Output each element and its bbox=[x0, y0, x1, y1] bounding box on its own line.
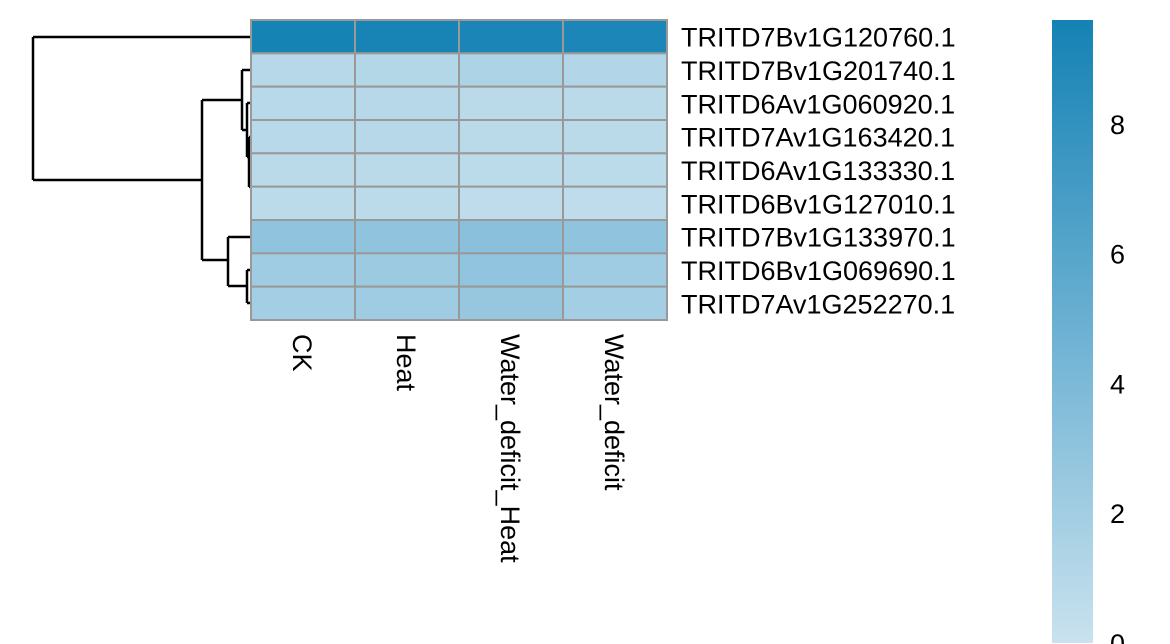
cell bbox=[562, 19, 668, 55]
row-label: TRITD6Av1G060920.1 bbox=[681, 89, 955, 119]
colorbar bbox=[1052, 20, 1093, 643]
cell bbox=[562, 52, 668, 88]
cell bbox=[354, 19, 460, 55]
column-label: Water_deficit bbox=[599, 334, 629, 491]
cell bbox=[562, 252, 668, 288]
cell bbox=[250, 285, 356, 321]
cell bbox=[354, 285, 460, 321]
colorbar-label: 4 bbox=[1110, 369, 1125, 399]
cell bbox=[250, 119, 356, 155]
dendrogram bbox=[31, 35, 251, 305]
cell bbox=[250, 52, 356, 88]
cell bbox=[250, 85, 356, 121]
cell bbox=[250, 185, 356, 222]
cell bbox=[458, 19, 564, 55]
row-label: TRITD6Av1G133330.1 bbox=[681, 156, 955, 186]
row-label: TRITD7Bv1G133970.1 bbox=[681, 223, 956, 253]
column-label: CK bbox=[287, 334, 317, 372]
cell bbox=[458, 52, 564, 88]
column-label: Heat bbox=[391, 334, 421, 392]
column-label: Water_deficit_Heat bbox=[495, 334, 525, 563]
cell bbox=[562, 219, 668, 255]
cell bbox=[562, 152, 668, 188]
row-label: TRITD6Bv1G069690.1 bbox=[681, 256, 956, 286]
cell bbox=[458, 119, 564, 155]
cell bbox=[354, 252, 460, 288]
cell bbox=[458, 85, 564, 121]
cell bbox=[354, 119, 460, 155]
colorbar-label: 0 bbox=[1110, 629, 1125, 644]
cell bbox=[458, 152, 564, 188]
cell bbox=[458, 252, 564, 288]
cell bbox=[562, 85, 668, 121]
row-label: TRITD7Av1G252270.1 bbox=[681, 289, 955, 319]
cell bbox=[250, 19, 356, 55]
cell bbox=[354, 219, 460, 255]
colorbar-label: 2 bbox=[1110, 499, 1125, 529]
cell bbox=[458, 285, 564, 321]
row-label: TRITD7Av1G163420.1 bbox=[681, 123, 955, 153]
row-label: TRITD7Bv1G201740.1 bbox=[681, 56, 956, 86]
colorbar-label: 8 bbox=[1110, 110, 1125, 140]
row-label: TRITD7Bv1G120760.1 bbox=[681, 23, 956, 53]
row-label: TRITD6Bv1G127010.1 bbox=[681, 189, 956, 219]
cell bbox=[458, 219, 564, 255]
colorbar-label: 6 bbox=[1110, 240, 1125, 270]
cell bbox=[562, 119, 668, 155]
cell bbox=[354, 85, 460, 121]
cell bbox=[562, 285, 668, 321]
cell bbox=[458, 185, 564, 222]
cell bbox=[250, 219, 356, 255]
cell bbox=[354, 152, 460, 188]
cell bbox=[354, 52, 460, 88]
cell bbox=[250, 252, 356, 288]
cell bbox=[562, 185, 668, 222]
cell bbox=[250, 152, 356, 188]
cell bbox=[354, 185, 460, 222]
